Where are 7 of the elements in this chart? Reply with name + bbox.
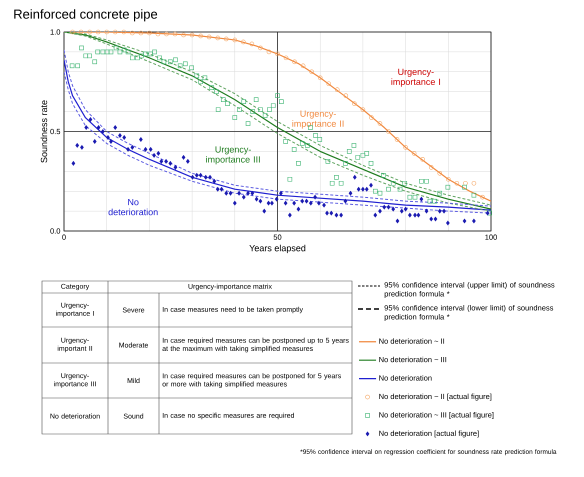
- x-axis-title: Years elapsed: [249, 244, 306, 254]
- chart-title: Reinforced concrete pipe: [14, 9, 158, 22]
- annotation: No deterioration: [108, 198, 158, 216]
- y-axis-title: Soundness rate: [40, 100, 48, 163]
- annotation: Urgency-importance I: [391, 68, 440, 87]
- annotation: Urgency-importance II: [292, 110, 344, 129]
- annotation: Urgency-importance III: [206, 146, 260, 164]
